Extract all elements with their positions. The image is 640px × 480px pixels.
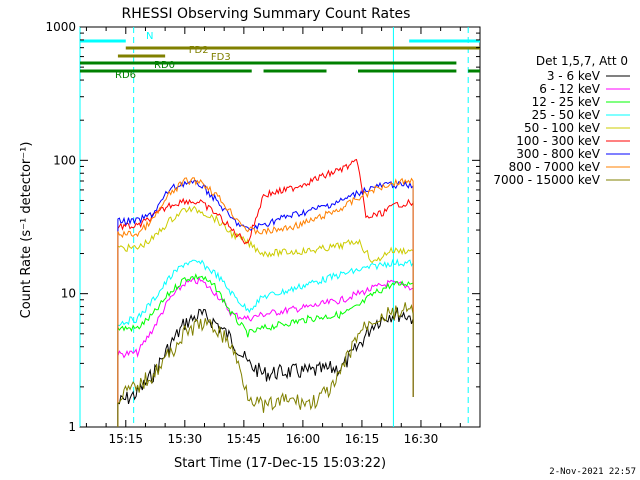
plot-frame: [79, 26, 481, 428]
series-line-7000-15000-kev: [117, 302, 414, 427]
series-line-6-12-kev: [117, 276, 414, 427]
x-tick-label-5: 16:30: [404, 432, 439, 446]
state-bar-label-fd2: FD2: [189, 45, 209, 56]
y-tick-label-0: 1: [68, 420, 76, 434]
state-bar-label-rd6: RD6: [115, 70, 136, 81]
x-axis-label: Start Time (17-Dec-15 15:03:22): [174, 456, 386, 471]
legend-label-100-300-kev: 100 - 300 keV: [516, 134, 600, 148]
series-line-3-6-kev: [117, 307, 414, 427]
y-tick-label-1: 10: [61, 287, 76, 301]
state-bar-label-fd3: FD3: [211, 52, 231, 63]
y-tick-label-3: 1000: [45, 20, 76, 34]
legend-label-300-800-kev: 300 - 800 keV: [516, 147, 600, 161]
y-axis-label: Count Rate (s⁻¹ detector⁻¹): [19, 142, 34, 319]
series-line-25-50-kev: [117, 258, 414, 427]
legend-label-25-50-kev: 25 - 50 keV: [532, 108, 601, 122]
legend-header: Det 1,5,7, Att 0: [536, 54, 628, 68]
state-bar-label-rd0: RD0: [154, 60, 175, 71]
date-stamp: 2-Nov-2021 22:57: [549, 467, 636, 477]
series-line-800-7000-kev: [117, 177, 414, 427]
x-tick-label-3: 16:00: [286, 432, 321, 446]
state-bar-label-n: N: [146, 31, 153, 42]
legend-label-12-25-kev: 12 - 25 keV: [532, 95, 601, 109]
x-tick-label-1: 15:30: [168, 432, 203, 446]
legend-label-6-12-kev: 6 - 12 keV: [539, 82, 601, 96]
series-line-100-300-kev: [117, 158, 414, 427]
legend-label-800-7000-kev: 800 - 7000 keV: [509, 160, 601, 174]
x-tick-label-0: 15:15: [108, 432, 143, 446]
legend-label-3-6-kev: 3 - 6 keV: [547, 69, 601, 83]
x-axis: 15:15 15:30 15:45 16:00 16:15 16:30: [85, 27, 461, 446]
x-tick-label-4: 16:15: [345, 432, 380, 446]
series-line-50-100-kev: [117, 205, 414, 427]
series-line-300-800-kev: [117, 179, 414, 427]
y-tick-label-2: 100: [53, 153, 76, 167]
y-axis: 1 10 100 1000: [45, 20, 480, 434]
chart-title: RHESSI Observing Summary Count Rates: [122, 6, 411, 22]
series-group: [117, 158, 414, 427]
series-line-12-25-kev: [117, 273, 414, 427]
x-tick-label-2: 15:45: [227, 432, 262, 446]
legend-label-7000-15000-kev: 7000 - 15000 keV: [493, 173, 600, 187]
legend-label-50-100-kev: 50 - 100 keV: [524, 121, 601, 135]
